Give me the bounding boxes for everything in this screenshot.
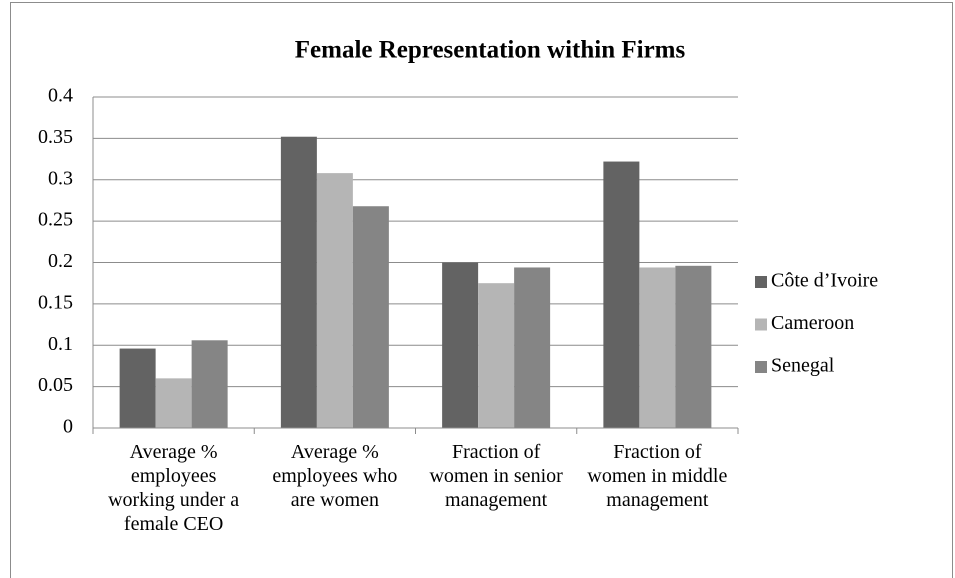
- y-tick-label: 0.25: [38, 209, 73, 231]
- legend-label: Côte d’Ivoire: [771, 270, 878, 292]
- legend-swatch: [755, 361, 767, 373]
- bar: [191, 340, 228, 428]
- legend-swatch: [755, 276, 767, 288]
- bar: [155, 378, 192, 428]
- bar: [675, 265, 712, 428]
- y-tick-label: 0: [63, 416, 73, 438]
- chart-border: [10, 2, 953, 578]
- bar: [352, 206, 389, 428]
- y-tick-label: 0.1: [48, 333, 73, 355]
- y-tick-label: 0.3: [48, 167, 73, 189]
- x-tick-label: Average % employees working under a fema…: [108, 441, 240, 535]
- y-tick-label: 0.2: [48, 250, 73, 272]
- bar: [316, 173, 353, 428]
- bar: [280, 136, 317, 428]
- bar: [514, 267, 551, 428]
- x-tick-label: Fraction of women in middle management: [587, 441, 728, 511]
- y-tick-label: 0.4: [48, 85, 73, 107]
- bar: [603, 161, 640, 429]
- bar: [478, 283, 515, 428]
- chart-title: Female Representation within Firms: [295, 37, 686, 64]
- bar: [639, 267, 676, 428]
- x-tick-label: Fraction of women in senior management: [429, 441, 563, 511]
- x-tick-label: Average % employees who are women: [272, 441, 398, 511]
- legend-label: Senegal: [771, 355, 835, 377]
- legend-swatch: [755, 318, 767, 331]
- bar: [442, 262, 479, 428]
- y-tick-label: 0.35: [38, 126, 73, 148]
- bar: [119, 348, 156, 428]
- y-tick-label: 0.05: [38, 374, 73, 396]
- y-tick-label: 0.15: [38, 291, 73, 313]
- legend-label: Cameroon: [771, 312, 854, 334]
